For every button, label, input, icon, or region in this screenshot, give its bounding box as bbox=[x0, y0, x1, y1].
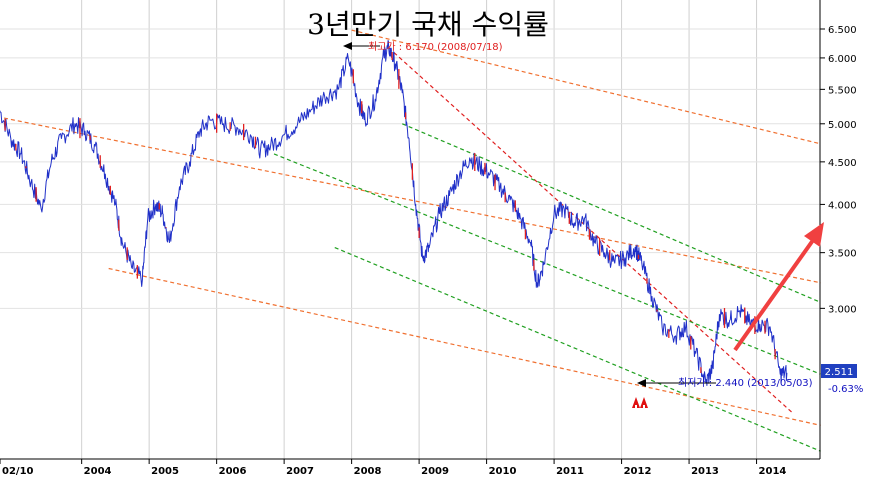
x-tick-label: 2013 bbox=[691, 466, 719, 477]
y-tick-label: 4.500 bbox=[828, 158, 857, 169]
x-gridlines bbox=[0, 0, 758, 464]
x-tick-label: 2014 bbox=[759, 466, 787, 477]
y-tick-label: 6.500 bbox=[828, 25, 857, 36]
trend-line bbox=[402, 123, 821, 303]
trend-line bbox=[351, 29, 821, 145]
y-tick-label: 4.000 bbox=[828, 200, 857, 211]
y-tick-label: 5.500 bbox=[828, 85, 857, 96]
y-tick-label: 3.500 bbox=[828, 249, 857, 260]
x-tick-label: 2010 bbox=[489, 466, 517, 477]
y-tick-label: 6.000 bbox=[828, 54, 857, 65]
double-up-arrow-icon bbox=[632, 397, 648, 408]
y-tick-label: 3.000 bbox=[828, 304, 857, 315]
chart-title: 3년만기 국채 수익률 bbox=[307, 8, 549, 41]
high-annotation: 최고가 : 6.170 (2008/07/18) bbox=[343, 41, 503, 53]
price-series bbox=[0, 40, 788, 386]
y-tick-labels: 6.500 6.000 5.500 5.000 4.500 4.000 3.500 3.000 bbox=[828, 25, 857, 315]
trend-line bbox=[108, 267, 821, 426]
trend-line bbox=[334, 246, 821, 452]
arrow-left-icon bbox=[343, 42, 352, 50]
forecast-up-arrow-icon bbox=[733, 222, 824, 352]
change-percent: -0.63% bbox=[828, 384, 863, 395]
x-tick-label: 2008 bbox=[354, 466, 382, 477]
low-annotation: 최저가 : 2.440 (2013/05/03) bbox=[637, 377, 813, 389]
x-tick-label: 2011 bbox=[556, 466, 584, 477]
x-tick-label: 2005 bbox=[151, 466, 179, 477]
low-annotation-label: 최저가 : 2.440 (2013/05/03) bbox=[678, 377, 813, 389]
x-tick-label: 2012 bbox=[624, 466, 652, 477]
y-tick-label: 5.000 bbox=[828, 120, 857, 131]
x-tick-label: 02/10 bbox=[2, 466, 34, 477]
last-value-badge: 2.511 bbox=[821, 364, 857, 378]
trend-line bbox=[3, 117, 821, 284]
trend-lines bbox=[3, 29, 821, 452]
trend-line bbox=[273, 153, 821, 375]
y-gridlines bbox=[0, 28, 825, 309]
high-annotation-label: 최고가 : 6.170 (2008/07/18) bbox=[368, 41, 503, 53]
x-tick-label: 2004 bbox=[84, 466, 112, 477]
arrow-left-icon bbox=[637, 379, 646, 387]
x-tick-label: 2007 bbox=[286, 466, 314, 477]
last-value: 2.511 bbox=[825, 367, 854, 378]
x-tick-label: 2009 bbox=[421, 466, 449, 477]
x-tick-labels: 02/10 2004 2005 2006 2007 2008 2009 2010 2011 201… bbox=[2, 466, 786, 477]
x-tick-label: 2006 bbox=[219, 466, 247, 477]
